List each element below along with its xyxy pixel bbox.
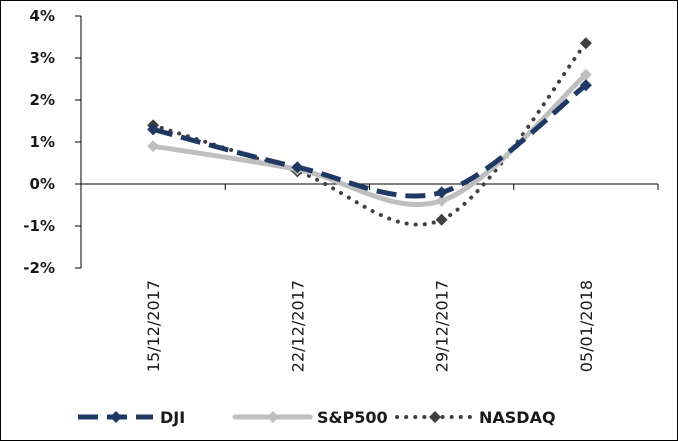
legend-label-nasdaq: NASDAQ xyxy=(479,408,556,427)
y-tick-label: 1% xyxy=(30,133,55,151)
data-point-dji xyxy=(147,123,160,136)
series-line-dji xyxy=(152,83,588,199)
legend-marker-sp500 xyxy=(267,411,279,423)
data-point-dji xyxy=(291,161,304,174)
series-line-nasdaq xyxy=(151,41,588,227)
data-point-nasdaq xyxy=(579,37,592,50)
legend: DJI S&P500 NASDAQ xyxy=(78,408,556,427)
series-nasdaq xyxy=(147,37,592,227)
x-category-label: 05/01/2018 xyxy=(577,280,596,372)
y-tick-label: 4% xyxy=(30,7,55,25)
data-point-dji xyxy=(435,186,448,199)
data-point-sp500 xyxy=(147,140,160,153)
legend-marker-nasdaq xyxy=(429,411,441,423)
x-category-label: 29/12/2017 xyxy=(433,280,452,372)
x-category-label: 15/12/2017 xyxy=(144,280,163,372)
y-tick-label: 3% xyxy=(30,49,55,67)
data-point-sp500 xyxy=(579,68,592,81)
y-tick-label: -1% xyxy=(23,217,55,235)
legend-item-sp500: S&P500 xyxy=(232,408,388,427)
axes: -2% -1% 0% 1% 2% 3% 4% 15/12/2017 22/12/2017 29/1… xyxy=(23,7,659,372)
legend-label-sp500: S&P500 xyxy=(317,408,388,427)
legend-item-nasdaq: NASDAQ xyxy=(395,408,556,427)
legend-marker-dji xyxy=(110,411,122,423)
legend-item-dji: DJI xyxy=(78,408,185,427)
series-layer xyxy=(147,37,592,227)
y-tick-label: -2% xyxy=(23,259,55,277)
data-point-nasdaq xyxy=(435,213,448,226)
series-line-sp500 xyxy=(150,72,589,208)
legend-label-dji: DJI xyxy=(160,408,185,427)
data-point-sp500 xyxy=(435,194,448,207)
y-tick-label: 2% xyxy=(30,91,55,109)
data-point-dji xyxy=(579,79,592,92)
x-category-label: 22/12/2017 xyxy=(288,280,307,372)
series-dji xyxy=(147,79,592,199)
y-tick-label: 0% xyxy=(30,175,55,193)
